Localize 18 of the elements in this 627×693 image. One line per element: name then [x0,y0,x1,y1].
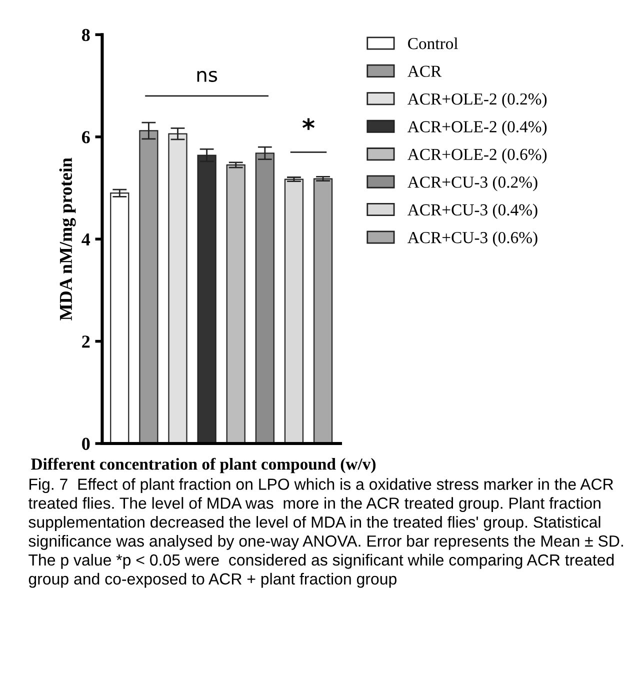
y-tick-label: 8 [82,28,90,42]
x-axis-title: Different concentration of plant compound (w/v) [31,458,376,474]
y-tick-label: 4 [82,233,90,246]
caption: Fig. 7 Effect of plant fraction on LPO which is a oxidative stress marker in the ACR treated flies. The level of MDA was more in the ACR treated group. Plant fraction supplementation decreased the level of MDA in the treated flies' group. Statistical significance was analysed by one-way ANOVA. Error bar represents the Mean ± SD. The p value *p < 0.05 were considered as significant while comparing ACR treated group and co-exposed to ACR + plant fraction group [28,478,623,588]
annotation: * [302,118,315,130]
y-axis-title: MDA nM/mg protein [59,158,76,320]
y-tick-label: 2 [82,336,90,348]
legend-label: ACR+CU-3 (0.6%) [408,232,538,247]
legend-label: ACR+CU-3 (0.2%) [408,176,538,192]
legend-label: ACR+OLE-2 (0.2%) [408,92,547,108]
legend-label: ACR+CU-3 (0.4%) [408,204,538,219]
legend-label: ACR+OLE-2 (0.6%) [408,148,547,164]
annotation: ns [197,70,218,82]
legend-label: Control [408,37,458,50]
legend-label: ACR [408,66,442,77]
legend-label: ACR+OLE-2 (0.4%) [408,120,547,136]
y-tick-label: 6 [82,131,90,144]
y-tick-label: 0 [82,438,90,450]
